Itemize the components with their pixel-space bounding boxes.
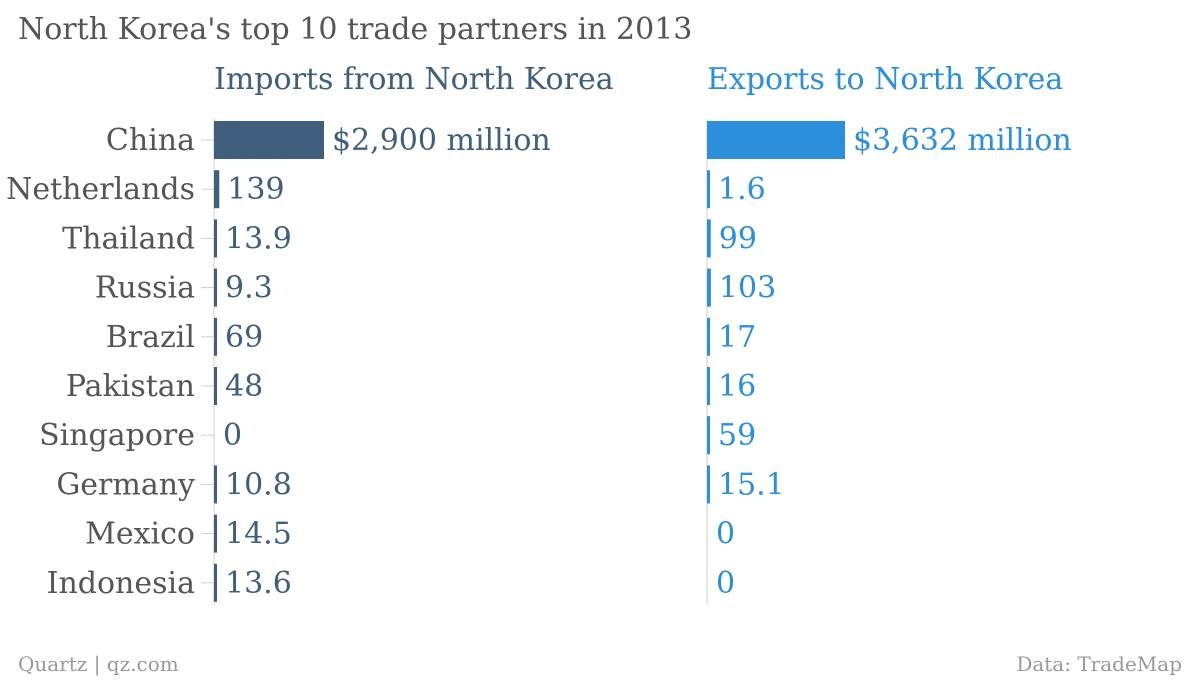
imports-bar-brazil xyxy=(214,317,217,356)
imports-series-title: Imports from North Korea xyxy=(214,62,614,97)
category-label-germany: Germany xyxy=(56,467,195,502)
exports-bar-germany xyxy=(707,465,710,504)
category-label-indonesia: Indonesia xyxy=(47,566,196,601)
imports-value-label-netherlands: 139 xyxy=(227,172,284,207)
imports-bar-indonesia xyxy=(214,563,217,602)
exports-value-label-thailand: 99 xyxy=(719,221,757,256)
imports-value-label-russia: 9.3 xyxy=(225,271,273,306)
imports-bar-thailand xyxy=(214,219,217,258)
imports-value-label-china: $2,900 million xyxy=(332,123,551,158)
category-label-mexico: Mexico xyxy=(85,517,195,552)
exports-bar-singapore xyxy=(707,416,710,455)
exports-bar-brazil xyxy=(707,317,710,356)
exports-value-label-russia: 103 xyxy=(719,271,776,306)
imports-value-label-thailand: 13.9 xyxy=(225,221,292,256)
exports-value-label-netherlands: 1.6 xyxy=(718,172,766,207)
chart-title: North Korea's top 10 trade partners in 2… xyxy=(18,12,693,47)
imports-value-label-germany: 10.8 xyxy=(225,467,292,502)
exports-value-label-germany: 15.1 xyxy=(718,467,785,502)
imports-bar-china xyxy=(214,121,324,159)
imports-bar-russia xyxy=(214,268,217,307)
exports-value-label-brazil: 17 xyxy=(718,320,756,355)
exports-value-label-pakistan: 16 xyxy=(718,369,756,404)
credit-text: Quartz | qz.com xyxy=(18,652,179,676)
category-label-netherlands: Netherlands xyxy=(6,172,195,207)
exports-bar-china xyxy=(707,121,845,159)
exports-value-label-indonesia: 0 xyxy=(716,566,735,601)
exports-value-label-mexico: 0 xyxy=(716,517,735,552)
exports-value-label-singapore: 59 xyxy=(718,418,756,453)
category-label-pakistan: Pakistan xyxy=(66,369,195,404)
imports-bar-netherlands xyxy=(214,170,220,209)
imports-bar-germany xyxy=(214,465,217,504)
imports-value-label-mexico: 14.5 xyxy=(225,517,292,552)
imports-value-label-indonesia: 13.6 xyxy=(225,566,292,601)
source-text: Data: TradeMap xyxy=(1016,652,1182,676)
exports-bar-netherlands xyxy=(707,170,710,209)
exports-value-label-china: $3,632 million xyxy=(853,123,1072,158)
category-label-china: China xyxy=(106,123,195,158)
exports-bar-thailand xyxy=(707,219,711,258)
exports-bar-pakistan xyxy=(707,367,710,405)
imports-value-label-pakistan: 48 xyxy=(225,369,263,404)
imports-bar-pakistan xyxy=(214,367,217,405)
category-label-brazil: Brazil xyxy=(106,320,195,355)
imports-bar-mexico xyxy=(214,514,217,553)
exports-series-title: Exports to North Korea xyxy=(707,62,1064,97)
imports-value-label-brazil: 69 xyxy=(225,320,263,355)
imports-value-label-singapore: 0 xyxy=(223,418,242,453)
category-label-russia: Russia xyxy=(95,271,195,306)
category-label-thailand: Thailand xyxy=(62,221,195,256)
exports-bar-russia xyxy=(707,268,711,307)
category-label-singapore: Singapore xyxy=(39,418,195,453)
